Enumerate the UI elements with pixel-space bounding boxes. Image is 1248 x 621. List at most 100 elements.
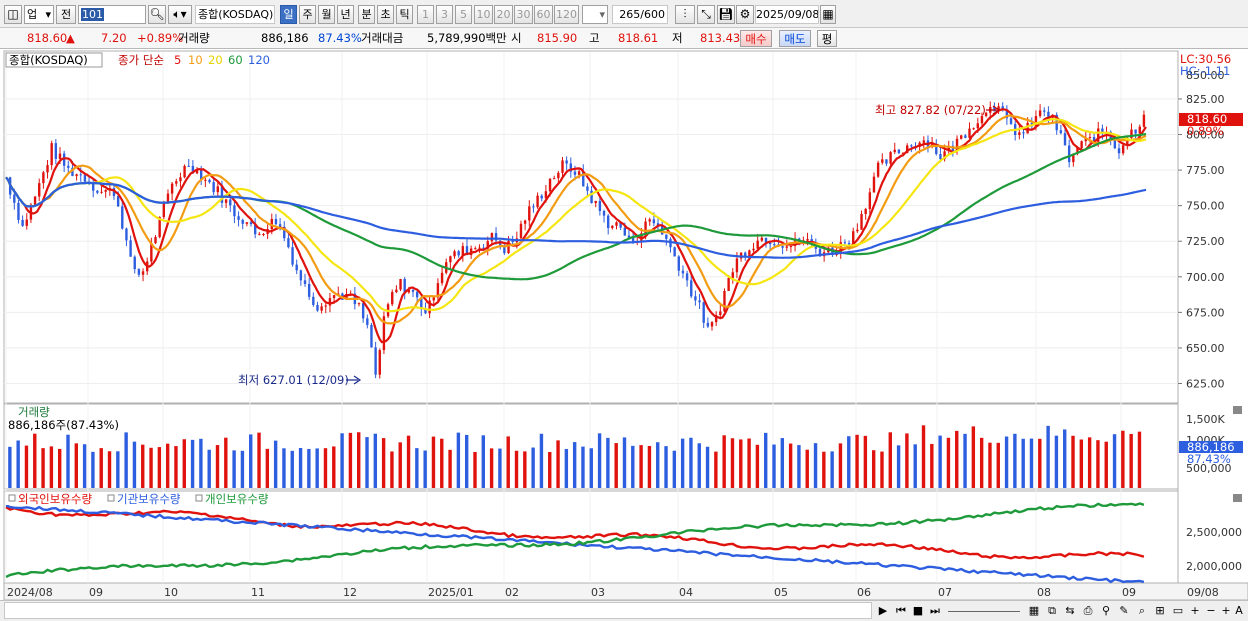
interval-60-button[interactable]: 60 — [534, 5, 553, 24]
window-icon[interactable]: ▭ — [1172, 604, 1184, 617]
stock-chart[interactable]: 종합(KOSDAQ) 종가 단순 5 10 20 60 120 825.00 80… — [0, 50, 1248, 621]
candle-body — [407, 290, 411, 293]
quote-bar: 818.60 ▲ 7.20 +0.89% 거래량 886,186 87.43% … — [0, 28, 1248, 49]
plus-icon[interactable]: + — [1221, 604, 1231, 617]
candle-body — [75, 174, 78, 177]
volume-bar — [622, 437, 627, 488]
volume-bar — [597, 433, 602, 488]
interval-1-button[interactable]: 1 — [417, 5, 434, 24]
font-size-icon[interactable]: A — [1235, 604, 1243, 617]
volume-bar — [307, 449, 311, 488]
legend-foreign: 외국인보유수량 — [18, 492, 92, 506]
period-month-button[interactable]: 월 — [318, 5, 335, 24]
code-input[interactable]: 101 — [78, 5, 146, 24]
draw-icon[interactable]: ✎ — [1119, 604, 1129, 617]
forward-icon[interactable]: ⏭ — [930, 604, 940, 617]
candle-body — [984, 112, 988, 117]
layout-icon[interactable]: ▦ — [1028, 604, 1040, 617]
zoom-in-icon[interactable]: + — [1190, 604, 1200, 617]
interval-10-button[interactable]: 10 — [474, 5, 493, 24]
period-week-button[interactable]: 주 — [299, 5, 316, 24]
lc-label: LC:30.56 — [1180, 52, 1231, 66]
period-second-button[interactable]: 초 — [377, 5, 394, 24]
candle-body — [511, 241, 514, 243]
custom-interval-select[interactable]: ▾ — [582, 5, 608, 24]
volume-bar — [149, 447, 153, 488]
candle-body — [864, 209, 867, 214]
rewind-icon[interactable]: ⏮ — [896, 604, 906, 617]
date-field[interactable]: 2025/09/08 — [755, 5, 819, 24]
toolbar: ◫ 업 ▾ 전 101 🔍︎ 🔈︎▾ 종합(KOSDAQ) 일 주 월 년 분 초… — [0, 0, 1248, 28]
sell-button[interactable]: 매도 — [779, 30, 811, 47]
search-chart-icon[interactable]: ⌕ — [1138, 604, 1146, 617]
buy-button[interactable]: 매수 — [740, 30, 772, 47]
candle-body — [478, 247, 481, 249]
x-axis-label: 07 — [938, 586, 952, 599]
evaluate-button[interactable]: 평 — [817, 30, 837, 47]
candle-body — [328, 298, 332, 306]
compare-icon[interactable]: ⇆ — [1065, 604, 1075, 617]
volume-bar — [415, 448, 419, 488]
candle-body — [395, 289, 398, 293]
volume-bar — [822, 451, 826, 488]
candle-body — [299, 270, 303, 281]
candle-body — [415, 291, 419, 298]
price-title-box — [5, 52, 103, 68]
period-day-button[interactable]: 일 — [280, 5, 297, 24]
volume-bar — [398, 442, 402, 488]
window-menu-icon[interactable]: ◫ — [4, 5, 22, 24]
candle-body — [38, 183, 41, 197]
volume-bar — [614, 443, 618, 488]
ma-label: 종가 단순 — [118, 53, 164, 67]
candle-body — [1126, 137, 1129, 146]
candle-body — [760, 237, 764, 241]
interval-3-button[interactable]: 3 — [436, 5, 453, 24]
volume-panel-close-icon[interactable] — [1233, 406, 1242, 414]
grid-icon[interactable]: ⊞ — [1155, 604, 1165, 617]
volume-bar — [174, 446, 178, 488]
interval-20-button[interactable]: 20 — [494, 5, 513, 24]
candle-type-icon[interactable]: ⫶ — [675, 5, 695, 24]
candle-body — [1113, 140, 1117, 149]
candle-body — [727, 277, 730, 291]
volume-bar — [1004, 436, 1009, 488]
x-axis-label: 03 — [591, 586, 605, 599]
period-year-button[interactable]: 년 — [337, 5, 354, 24]
line-tool-icon[interactable]: ⤡ — [697, 5, 715, 24]
candle-body — [482, 247, 485, 249]
candle-body — [170, 183, 174, 194]
period-minute-button[interactable]: 분 — [358, 5, 375, 24]
period-tick-button[interactable]: 틱 — [396, 5, 413, 24]
candle-body — [249, 222, 253, 225]
x-axis-label: 08 — [1037, 586, 1051, 599]
minus-icon[interactable]: − — [1206, 604, 1216, 617]
indicator-icon[interactable]: ⚲ — [1101, 604, 1111, 617]
save-icon[interactable]: 💾︎ — [717, 5, 735, 24]
volume-y-tick-extra: 500,000 — [1186, 462, 1232, 475]
candle-body — [876, 162, 880, 177]
interval-120-button[interactable]: 120 — [554, 5, 579, 24]
split-icon[interactable]: ⧉ — [1048, 604, 1056, 617]
gear-icon[interactable]: ⚙ — [736, 5, 754, 24]
play-icon[interactable]: ▶ — [878, 604, 888, 617]
candle-body — [615, 222, 618, 226]
holdings-panel-close-icon[interactable] — [1233, 494, 1242, 502]
prev-button[interactable]: 전 — [56, 5, 76, 24]
volume-bar — [107, 451, 112, 488]
interval-30-button[interactable]: 30 — [514, 5, 533, 24]
market-select[interactable]: 업 ▾ — [24, 5, 54, 24]
zoom-slider[interactable] — [948, 602, 1020, 612]
candle-body — [283, 226, 286, 239]
print-icon[interactable]: ⎙ — [1083, 604, 1093, 617]
search-icon[interactable]: 🔍︎ — [148, 5, 166, 24]
candle-body — [885, 159, 888, 164]
open-value: 815.90 — [537, 31, 578, 45]
speaker-icon[interactable]: 🔈︎▾ — [168, 5, 192, 24]
scroll-track[interactable] — [4, 602, 872, 619]
ma120-label: 120 — [248, 53, 270, 67]
calendar-icon[interactable]: ▦ — [820, 5, 836, 24]
interval-5-button[interactable]: 5 — [455, 5, 472, 24]
low-label: 저 — [672, 31, 683, 45]
count-field[interactable]: 265/600 — [612, 5, 668, 24]
stop-icon[interactable]: ■ — [912, 604, 924, 617]
